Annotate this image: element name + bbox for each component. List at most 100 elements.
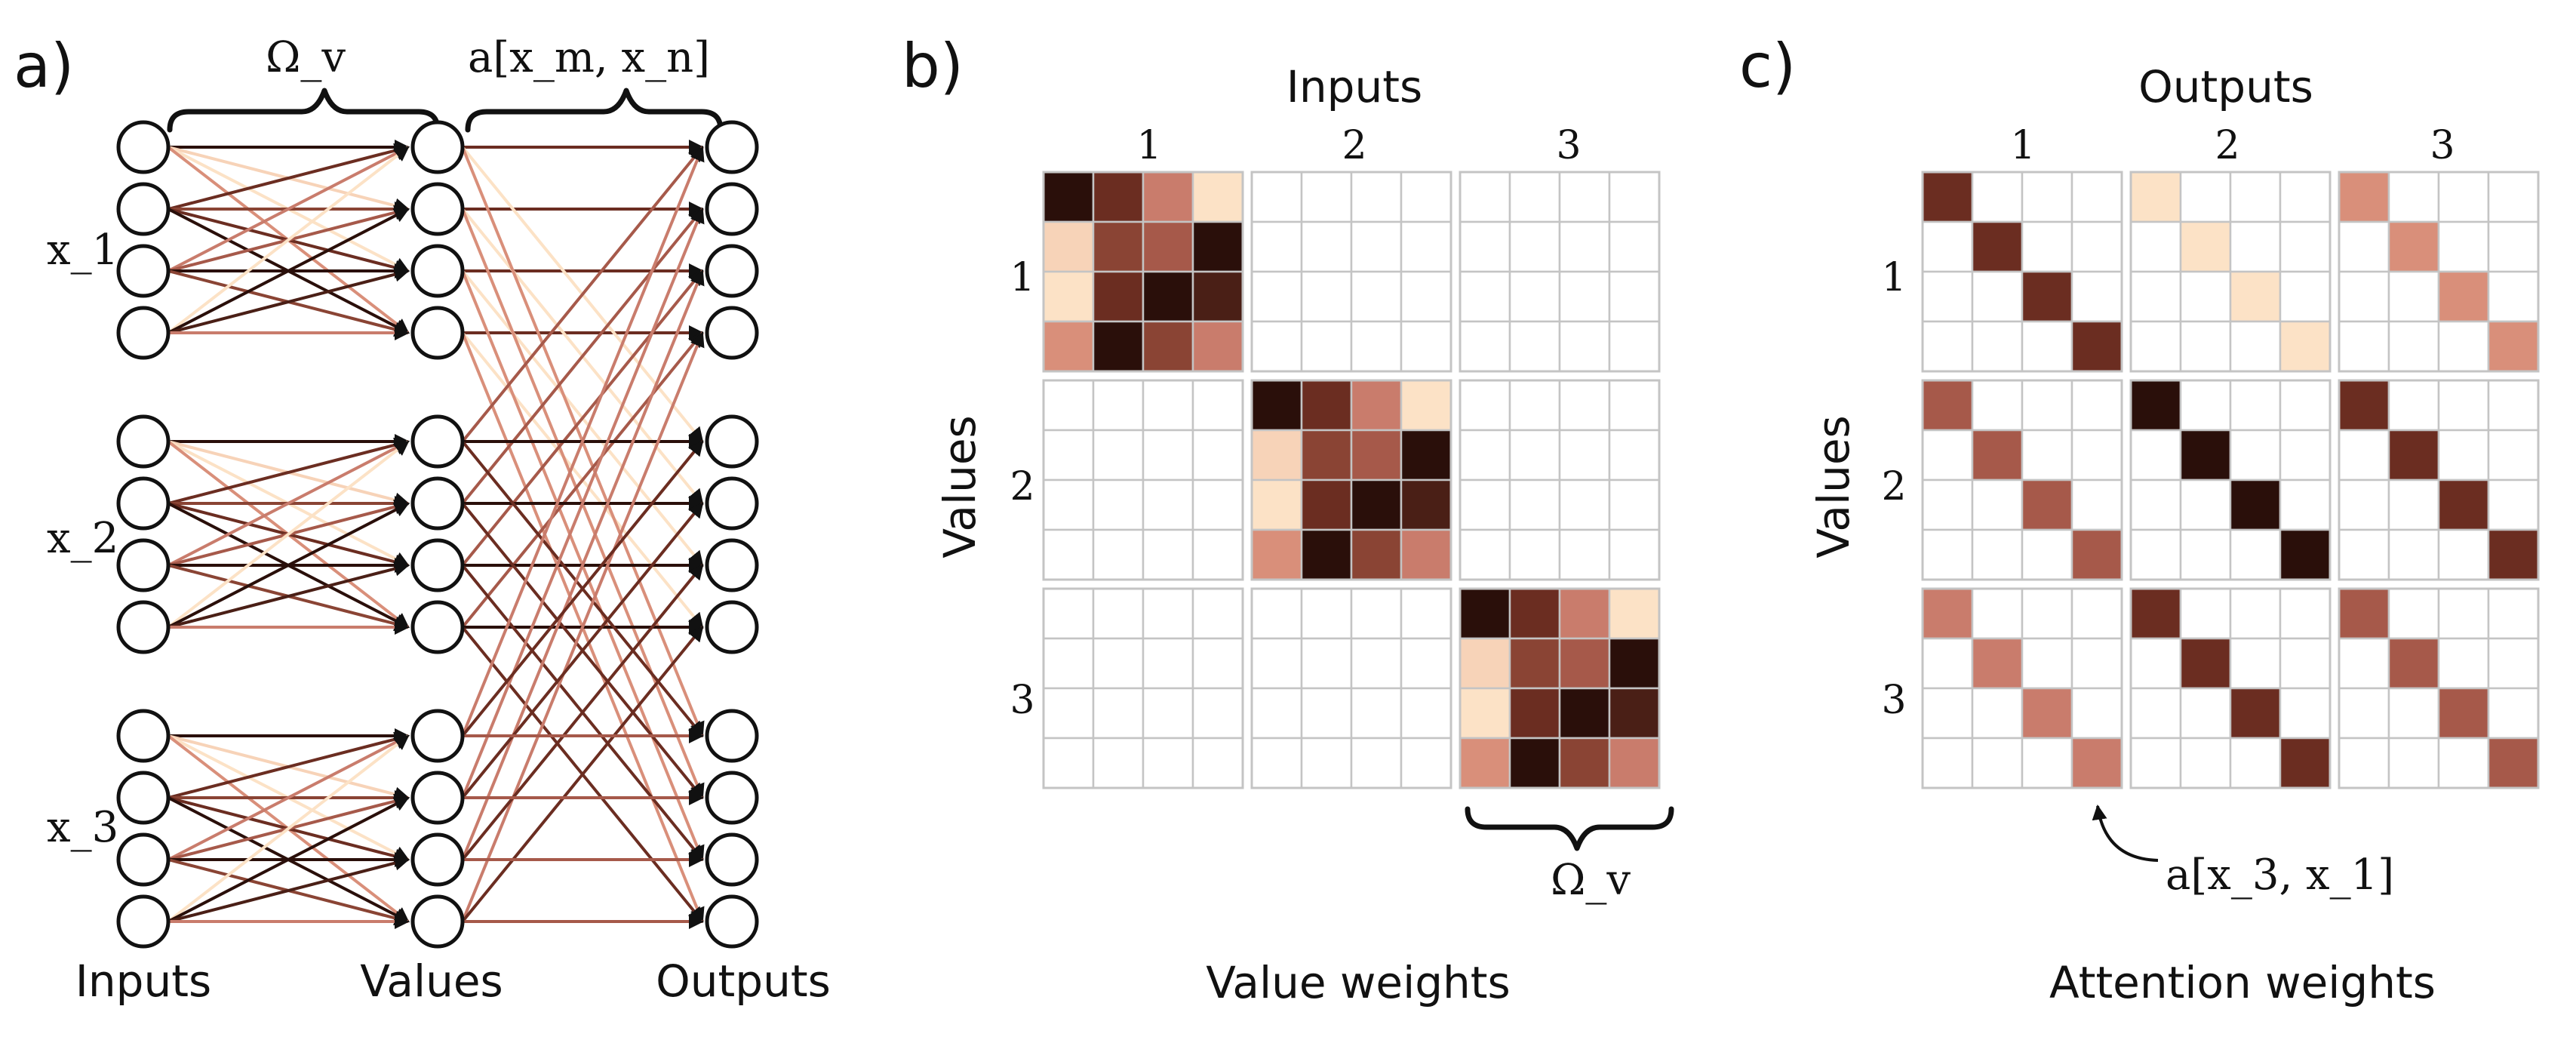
value-weight-cell [1459, 270, 1511, 323]
input-node [116, 771, 171, 825]
value-weight-cell [1608, 687, 1661, 740]
attention-weight-cell [1971, 379, 2024, 432]
value-weight-block-1-1 [1042, 171, 1244, 373]
attention-weight-cell [2229, 320, 2282, 373]
attention-weight-cell [2070, 737, 2123, 789]
attention-weight-cell [2021, 379, 2073, 432]
attention-weight-cell [2229, 270, 2282, 323]
network-nodes [116, 120, 759, 949]
output-node [705, 476, 759, 531]
output-node [705, 120, 759, 174]
value-weight-cell [1250, 637, 1303, 690]
attention-weight-cell [1921, 687, 1974, 740]
value-weight-cell [1042, 637, 1095, 690]
input-value-edge [168, 734, 410, 861]
input-node [116, 476, 171, 531]
value-weight-cell [1608, 637, 1661, 690]
attention-weight-cell [2279, 637, 2332, 690]
value-weight-cell [1508, 429, 1561, 482]
attention-weight-cell [2338, 220, 2390, 273]
attention-weight-cell [2070, 171, 2123, 223]
input-value-edge [168, 146, 410, 272]
attention-weight-cell [2070, 687, 2123, 740]
panel-a: a) Ω_v a[x_m, x_n] x_1 x_2 x_3 Inputs Va… [14, 31, 831, 1007]
attention-weight-cell [2338, 429, 2390, 482]
value-weight-cell [1042, 429, 1095, 482]
input-node [116, 244, 171, 298]
input-node [116, 894, 171, 949]
value-weight-cell [1508, 637, 1561, 690]
value-weight-cell [1558, 737, 1611, 789]
attention-weight-cell [2129, 320, 2182, 373]
output-node [705, 709, 759, 763]
value-weight-cell [1558, 687, 1611, 740]
value-weight-cell [1459, 528, 1511, 581]
attention-weight-cell [2070, 220, 2123, 273]
value-weight-cell [1508, 379, 1561, 432]
value-weight-cell [1459, 379, 1511, 432]
attention-weight-block-3-1 [1921, 587, 2123, 789]
attention-weight-cell [2129, 637, 2182, 690]
value-weight-cell [1142, 379, 1194, 432]
value-weight-cell [1459, 220, 1511, 273]
attention-weight-cell [2129, 270, 2182, 323]
value-weight-cell [1459, 637, 1511, 690]
value-weight-cell [1250, 687, 1303, 740]
attention-weight-cell [2229, 737, 2282, 789]
value-node [410, 771, 465, 825]
value-weight-block-3-1 [1042, 587, 1244, 789]
value-weight-cell [1092, 171, 1145, 223]
attention-weight-cell [2229, 478, 2282, 531]
input-node [116, 832, 171, 887]
attention-weight-cell [2021, 320, 2073, 373]
value-weight-cell [1400, 687, 1452, 740]
values-axis-title: Values [934, 415, 985, 558]
attention-weight-cell [2021, 171, 2073, 223]
attention-weight-cell [2229, 429, 2282, 482]
value-weight-cell [1092, 379, 1145, 432]
value-weight-cell [1558, 379, 1611, 432]
value-weight-cell [1142, 587, 1194, 640]
attention-weight-cell [2129, 737, 2182, 789]
value-node [410, 120, 465, 174]
value-weight-cell [1608, 478, 1661, 531]
value-weight-cell [1042, 737, 1095, 789]
value-weight-cell [1191, 587, 1244, 640]
value-node [410, 244, 465, 298]
value-weight-block-frame [1459, 587, 1661, 789]
value-weight-cell [1400, 171, 1452, 223]
attention-weight-cell [2279, 379, 2332, 432]
attention-weight-cell [2387, 220, 2440, 273]
network-edges [167, 140, 705, 929]
value-weight-cell [1350, 528, 1403, 581]
omega-v-label-b: Ω_v [1551, 856, 1631, 905]
attention-weight-cell [2279, 587, 2332, 640]
input-value-edge [167, 734, 410, 923]
value-output-edge [461, 269, 705, 860]
value-weight-block-1-3 [1459, 171, 1661, 373]
attention-weight-cell [2437, 171, 2490, 223]
attention-weight-cell [2437, 270, 2490, 323]
attention-weight-cell [1971, 478, 2024, 531]
value-weights-caption: Value weights [1206, 957, 1510, 1008]
value-weight-block-frame [1459, 379, 1661, 581]
attention-weight-cell [2437, 687, 2490, 740]
attention-weight-cell [1921, 637, 1974, 690]
attention-weight-cell [1921, 171, 1974, 223]
attention-weight-cell [1971, 528, 2024, 581]
attention-weight-cell [1971, 320, 2024, 373]
value-weight-cell [1042, 528, 1095, 581]
attention-weight-cell [2338, 587, 2390, 640]
value-weight-cell [1558, 637, 1611, 690]
attention-weight-cell [2229, 171, 2282, 223]
value-weight-cell [1350, 270, 1403, 323]
value-weight-cell [1042, 270, 1095, 323]
value-output-edge [461, 146, 705, 737]
attention-weight-cell [2179, 270, 2232, 323]
attention-weight-cell [1921, 737, 1974, 789]
value-weight-cell [1400, 270, 1452, 323]
value-weight-cell [1142, 171, 1194, 223]
value-weight-cell [1508, 587, 1561, 640]
value-weight-cell [1558, 220, 1611, 273]
attention-brace [465, 88, 724, 133]
